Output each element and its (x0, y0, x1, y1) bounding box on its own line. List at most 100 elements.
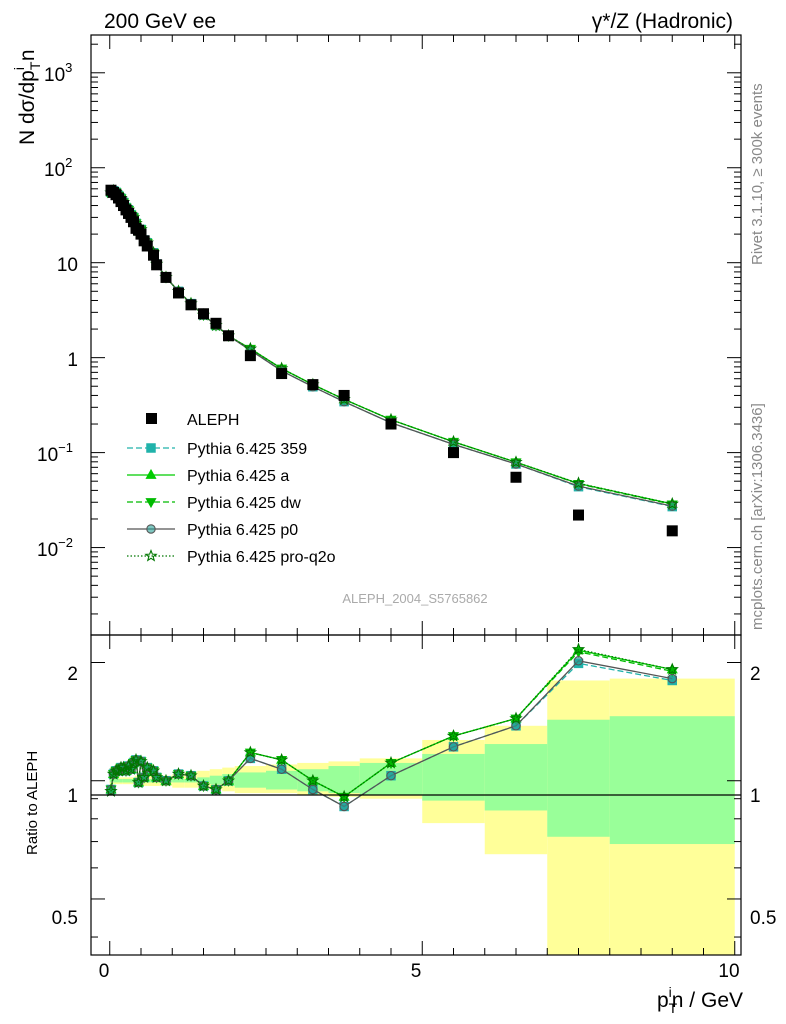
aleph-point (666, 525, 678, 537)
analysis-watermark: ALEPH_2004_S5765862 (342, 591, 487, 606)
ratio-point (209, 782, 223, 796)
aleph-point (510, 471, 522, 483)
main-ytick-1e-1: 10−1 (37, 440, 73, 466)
ratio-point (571, 642, 586, 656)
legend-marker-4 (144, 548, 158, 562)
main-ytick-10: 10 (57, 255, 78, 276)
ratio-point (104, 784, 118, 797)
ratio-point (446, 728, 461, 742)
legend-marker-1 (145, 468, 157, 479)
legend-label-aleph: ALEPH (187, 412, 239, 429)
ratio-frame (90, 634, 742, 956)
aleph-point (338, 389, 350, 401)
ratio-ytick-1-right: 1 (750, 786, 761, 807)
stat-band-bin (209, 775, 223, 785)
legend-label-3: Pythia 6.425 p0 (187, 522, 298, 539)
ratio-point (308, 784, 318, 795)
ratio-point (509, 711, 523, 725)
aleph-point (448, 447, 459, 459)
legend-marker-3 (146, 524, 156, 534)
axis-ticks (91, 35, 741, 955)
legend-label-2: Pythia 6.425 dw (187, 495, 301, 512)
aleph-point (128, 216, 139, 228)
aleph-point (573, 509, 584, 521)
main-point (571, 476, 586, 489)
main-line-3 (110, 190, 673, 507)
ratio-y-tick-labels: 2 1 0.5 2 1 0.5 (52, 664, 777, 929)
stat-band-bin (172, 779, 185, 783)
ratio-ytick-1-left: 1 (67, 786, 78, 807)
stat-band-bin (266, 770, 298, 790)
main-y-tick-labels: 10−2 10−1 1 10 102 103 (37, 60, 78, 561)
aleph-point (307, 379, 319, 391)
ratio-point (221, 773, 236, 787)
stat-band-bin (234, 772, 266, 788)
main-y-axis-title: N dσ/dpTi n (11, 49, 43, 145)
legend-label-0: Pythia 6.425 359 (187, 441, 307, 458)
ratio-point (511, 721, 521, 731)
main-line-0 (110, 190, 673, 508)
aleph-point (210, 317, 222, 329)
aleph-point (160, 271, 172, 283)
main-point (665, 496, 679, 510)
main-point (446, 434, 461, 448)
ratio-point (306, 773, 320, 787)
ratio-point (184, 768, 198, 782)
aleph-data-group (105, 184, 678, 537)
main-ytick-1: 1 (67, 350, 78, 371)
ratio-point (384, 755, 398, 769)
aleph-point (385, 418, 397, 430)
x-axis-title: pTin / GeV (657, 984, 743, 1016)
ratio-point (159, 773, 173, 787)
aleph-point (173, 287, 184, 299)
main-ytick-1e3: 103 (44, 60, 72, 86)
aleph-point (276, 368, 288, 380)
header-left: 200 GeV ee (104, 10, 216, 33)
ratio-point (146, 763, 161, 777)
header-right: γ*/Z (Hadronic) (592, 10, 733, 33)
main-series-group (104, 183, 679, 512)
xtick-0: 0 (99, 961, 110, 982)
ratio-ytick-2-left: 2 (67, 664, 78, 685)
legend-marker-0 (146, 443, 156, 453)
legend-label-1: Pythia 6.425 a (187, 468, 289, 485)
ratio-point (274, 752, 289, 766)
stat-band-bin (484, 744, 548, 811)
ratio-series-group (104, 642, 679, 812)
stat-band-bin (547, 719, 610, 837)
ratio-point (116, 760, 131, 774)
ratio-point (196, 778, 211, 792)
ratio-point (140, 760, 154, 774)
stat-band-bin (122, 779, 135, 783)
legend: ALEPH Pythia 6.425 359 Pythia 6.425 a Pyth… (127, 412, 336, 566)
aleph-point (244, 350, 256, 362)
aleph-point (151, 259, 163, 271)
ratio-point (573, 656, 584, 666)
aleph-point (135, 228, 147, 240)
aleph-point (223, 330, 234, 342)
aleph-point (141, 240, 153, 252)
stat-band-bin (422, 753, 485, 801)
main-ytick-1e-2: 10−2 (37, 535, 73, 561)
aleph-point (185, 299, 197, 311)
ratio-ytick-05-right: 0.5 (750, 908, 776, 929)
aleph-point (148, 249, 159, 261)
ratio-ytick-05-left: 0.5 (52, 908, 78, 929)
rivet-label: Rivet 3.1.10, ≥ 300k events (749, 83, 766, 265)
stat-band-bin (109, 779, 123, 783)
xtick-10: 10 (718, 961, 739, 982)
aleph-point (198, 308, 209, 320)
main-frame (90, 34, 742, 636)
ratio-point (667, 673, 677, 684)
legend-marker-2 (145, 498, 157, 509)
ratio-y-axis-title: Ratio to ALEPH (24, 751, 41, 855)
ratio-point (137, 770, 151, 784)
ratio-point (386, 770, 396, 781)
ratio-ytick-2-right: 2 (750, 664, 761, 685)
ratio-point (243, 745, 258, 759)
ratio-point (448, 742, 459, 752)
ratio-point (134, 754, 148, 768)
legend-label-4: Pythia 6.425 pro-q2o (187, 549, 336, 566)
main-ytick-1e2: 102 (44, 155, 72, 181)
